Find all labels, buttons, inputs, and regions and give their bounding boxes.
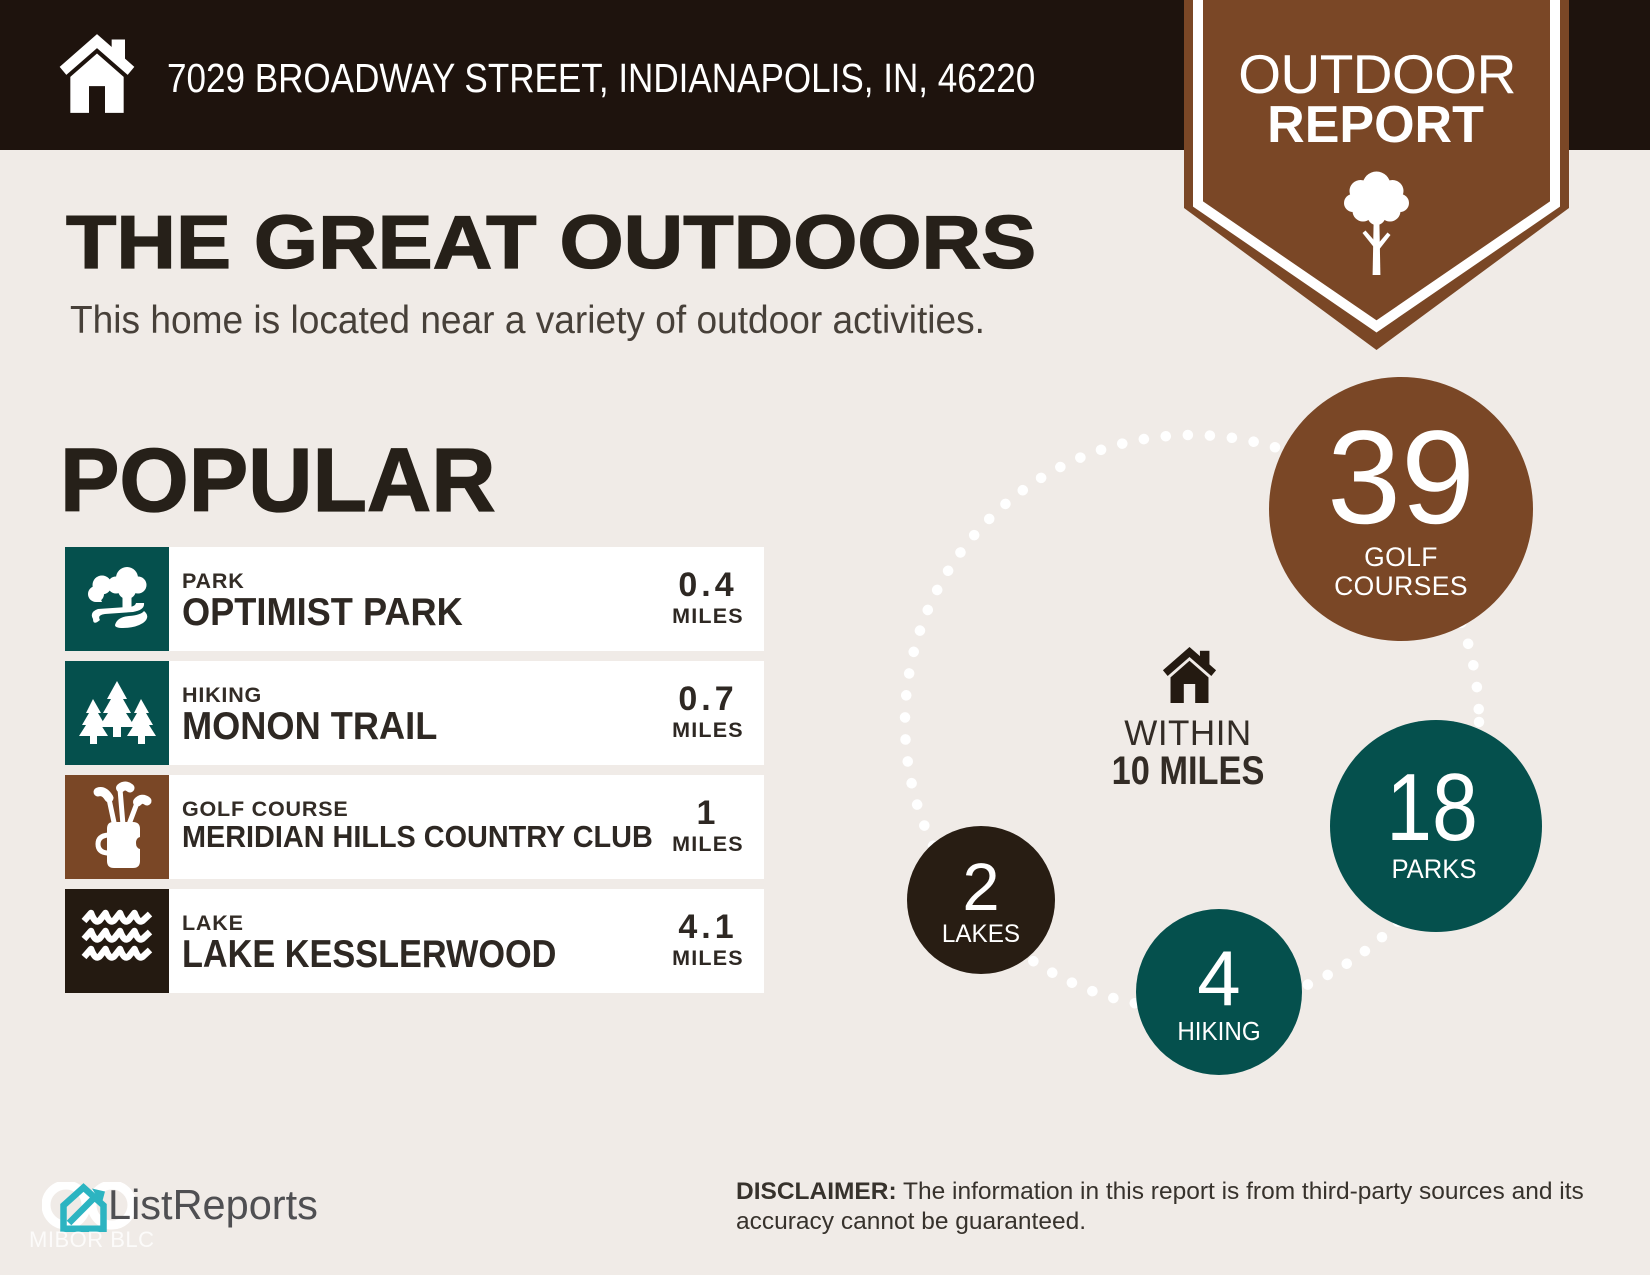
svg-text:OUTDOOR: OUTDOOR [1238,43,1516,105]
svg-text:REPORT: REPORT [1267,96,1484,154]
